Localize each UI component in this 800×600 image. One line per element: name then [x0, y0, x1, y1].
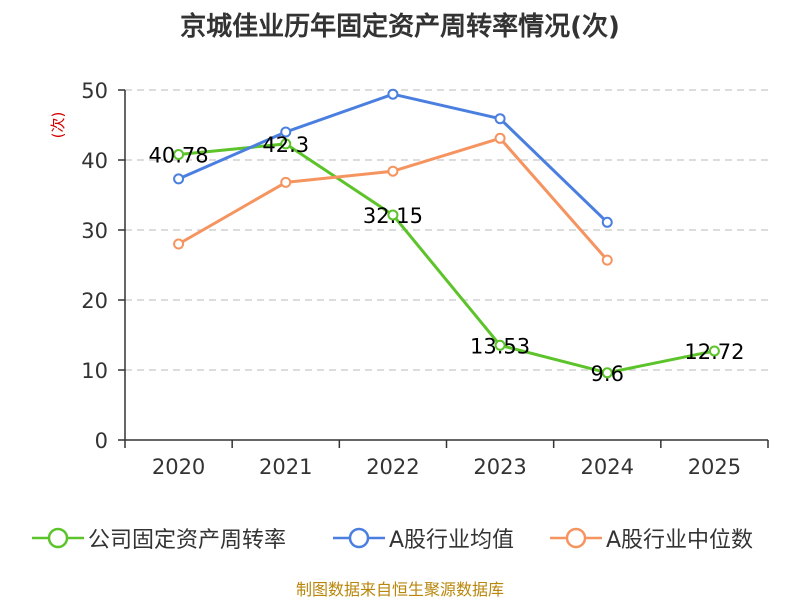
legend-swatch-company: [32, 527, 84, 549]
legend-label-industry-median: A股行业中位数: [606, 528, 754, 553]
data-point: [173, 149, 185, 161]
data-label: 32.15: [363, 204, 423, 228]
legend-item-industry-median[interactable]: A股行业中位数: [550, 522, 753, 554]
legend-item-company[interactable]: 公司固定资产周转率: [32, 522, 286, 554]
data-point: [387, 165, 399, 177]
data-label: 13.53: [470, 334, 530, 358]
data-point: [387, 209, 399, 221]
legend-label-industry-mean: A股行业均值: [389, 528, 515, 553]
x-tick-label: 2025: [688, 455, 741, 479]
data-point: [601, 367, 613, 379]
data-point: [173, 173, 185, 185]
data-point: [280, 126, 292, 138]
data-point: [601, 216, 613, 228]
data-point: [494, 339, 506, 351]
data-label: 42.3: [262, 133, 309, 157]
data-source-note: 制图数据来自恒生聚源数据库: [295, 580, 504, 599]
x-tick-label: 2021: [259, 455, 312, 479]
x-tick-label: 2023: [473, 455, 526, 479]
data-point: [387, 88, 399, 100]
y-tick-label: 0: [95, 429, 108, 453]
x-tick-label: 2022: [366, 455, 419, 479]
data-point: [280, 138, 292, 150]
chart-title: 京城佳业历年固定资产周转率情况(次): [180, 12, 620, 42]
data-point: [708, 345, 720, 357]
series-line-0: [178, 142, 715, 375]
y-tick-label: 10: [81, 359, 108, 383]
data-label: 9.6: [591, 362, 624, 386]
legend-label-company: 公司固定资产周转率: [88, 528, 287, 553]
y-tick-label: 30: [81, 219, 108, 243]
data-point: [494, 132, 506, 144]
y-tick-label: 20: [81, 289, 108, 313]
x-tick-label: 2024: [581, 455, 634, 479]
y-axis-label: (次): [49, 112, 67, 139]
y-tick-label: 40: [81, 149, 108, 173]
x-tick-label: 2020: [152, 455, 205, 479]
series-line-2: [177, 136, 609, 262]
data-label: 40.78: [149, 144, 209, 168]
legend-swatch-industry-median: [550, 527, 602, 549]
y-tick-label: 50: [81, 79, 108, 103]
data-point: [601, 254, 613, 266]
data-point: [173, 238, 185, 250]
legend-item-industry-mean[interactable]: A股行业均值: [333, 522, 514, 554]
data-point: [494, 113, 506, 125]
data-label: 12.72: [684, 340, 744, 364]
legend-swatch-industry-mean: [333, 527, 385, 549]
data-point: [280, 176, 292, 188]
